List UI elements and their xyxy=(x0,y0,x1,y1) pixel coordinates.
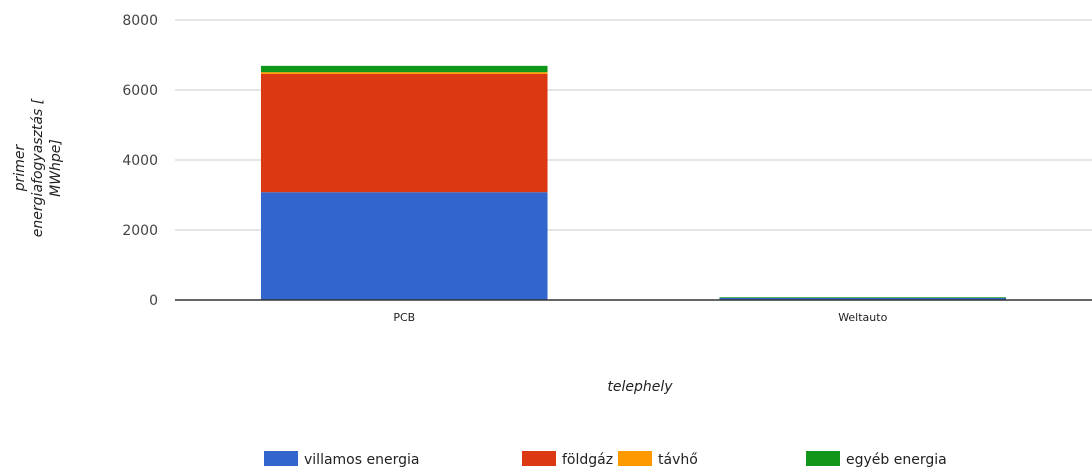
bar-segment xyxy=(719,297,1007,300)
bar-segment xyxy=(260,73,548,193)
y-tick-label: 0 xyxy=(149,293,158,309)
bar-segment xyxy=(260,192,548,300)
bar-segment xyxy=(719,297,1007,298)
bar-segment xyxy=(260,72,548,74)
legend-label: távhő xyxy=(658,452,698,468)
x-axis-ticks: PCB Weltauto xyxy=(393,311,887,324)
legend-label: egyéb energia xyxy=(846,452,947,468)
y-axis-ticks: 0 2000 4000 6000 8000 xyxy=(122,13,158,309)
legend-swatch xyxy=(264,451,298,466)
y-axis-title-line: primer xyxy=(12,143,28,192)
legend: villamos energia földgáz távhő egyéb energi… xyxy=(264,451,947,468)
x-tick-label: PCB xyxy=(393,311,415,324)
x-axis-title: telephely xyxy=(607,379,673,395)
bar-segment xyxy=(260,65,548,73)
legend-swatch xyxy=(806,451,840,466)
y-axis-title: primer energiafogyasztás [MWhpe] xyxy=(12,98,64,237)
bars xyxy=(260,65,1007,300)
legend-swatch xyxy=(522,451,556,466)
y-axis-title-line: energiafogyasztás [ xyxy=(30,98,46,237)
y-tick-label: 8000 xyxy=(122,13,158,29)
legend-label: villamos energia xyxy=(304,452,419,468)
legend-swatch xyxy=(618,451,652,466)
x-tick-label: Weltauto xyxy=(838,311,887,324)
y-tick-label: 4000 xyxy=(122,153,158,169)
y-axis-title-line: MWhpe] xyxy=(48,139,64,197)
y-tick-label: 2000 xyxy=(122,223,158,239)
legend-label: földgáz xyxy=(562,452,613,468)
y-tick-label: 6000 xyxy=(122,83,158,99)
